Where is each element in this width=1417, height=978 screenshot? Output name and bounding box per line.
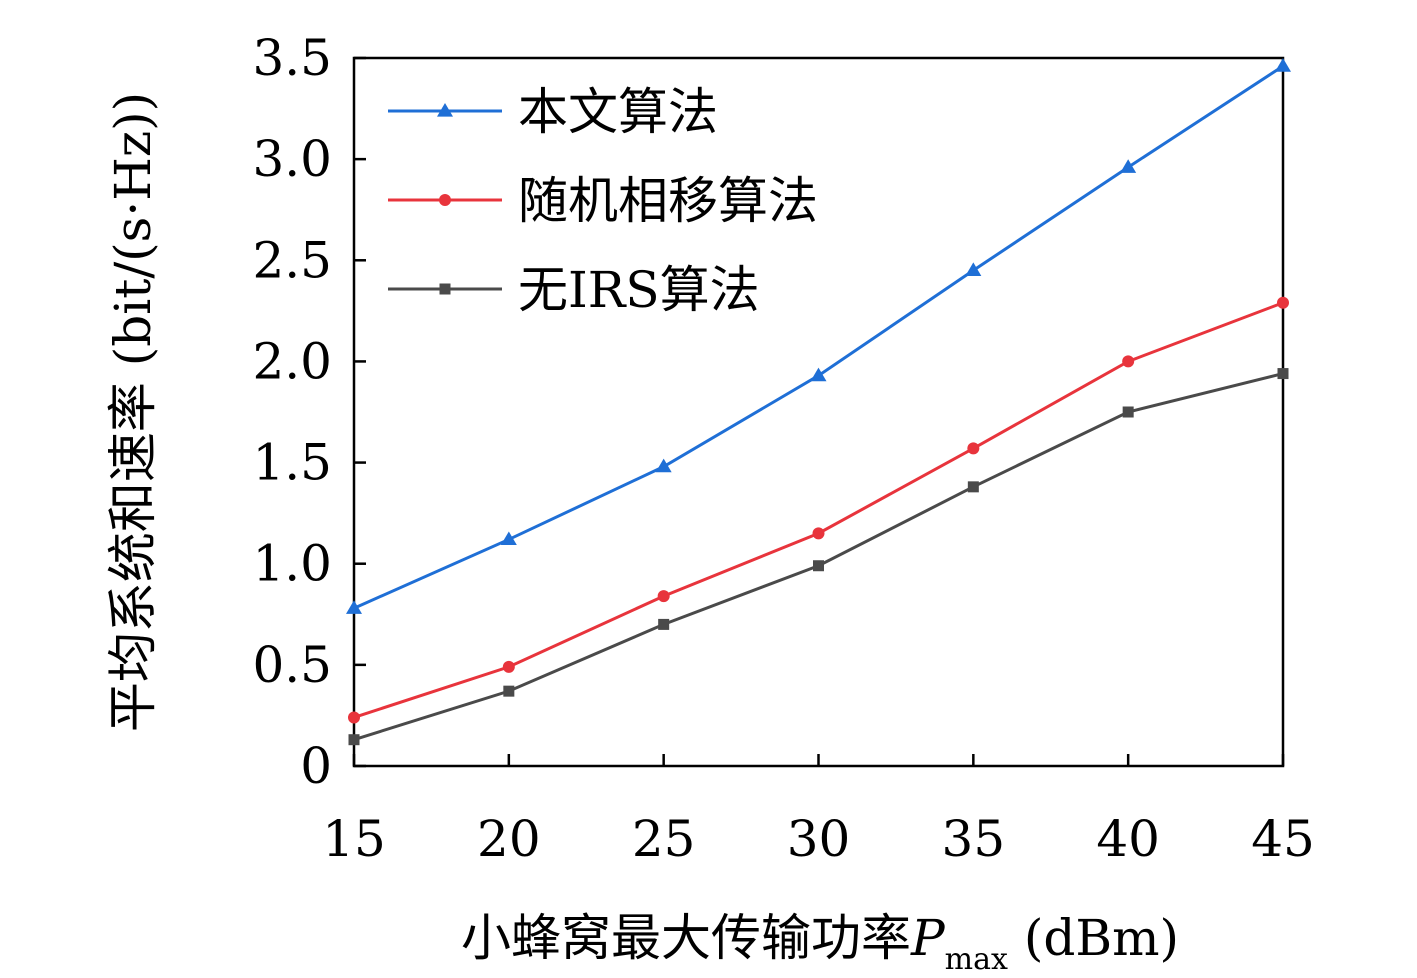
legend-label: 随机相移算法 <box>518 172 818 230</box>
series-line <box>353 372 1284 742</box>
data-point <box>658 618 670 630</box>
data-point <box>348 711 360 724</box>
series-1 <box>348 296 1289 724</box>
legend-item: 本文算法 <box>388 83 718 141</box>
data-point <box>655 458 672 473</box>
legend-marker <box>437 103 453 117</box>
data-point <box>1120 159 1137 173</box>
data-point <box>1277 368 1289 380</box>
y-tick-label: 1.0 <box>252 535 332 593</box>
data-point <box>812 527 825 540</box>
series-layer <box>346 58 1291 746</box>
data-point <box>965 262 982 276</box>
x-tick-label: 35 <box>942 810 1006 868</box>
y-tick-label: 0.5 <box>252 636 332 694</box>
legend-marker <box>439 194 451 206</box>
y-tick-label: 2.5 <box>252 231 332 289</box>
x-axis-title: 小蜂窝最大传输功率Pmax (dBm) <box>461 909 1179 977</box>
series-0 <box>346 58 1291 614</box>
data-point <box>1277 296 1289 309</box>
data-point <box>1275 58 1291 72</box>
x-axis-title-unit: (dBm) <box>1008 909 1179 967</box>
data-point <box>1122 355 1135 368</box>
x-axis: 15 20 25 30 35 40 45 <box>322 754 1315 868</box>
x-tick-label: 25 <box>632 810 696 868</box>
data-point <box>502 660 515 673</box>
series-line <box>353 64 1284 610</box>
legend-item: 随机相移算法 <box>388 172 818 230</box>
x-axis-title-sub: max <box>945 942 1008 977</box>
series-2 <box>348 368 1289 746</box>
x-tick-label: 30 <box>787 810 851 868</box>
legend-item: 无IRS算法 <box>388 261 760 319</box>
data-point <box>503 685 515 697</box>
y-axis: 0 0.5 1.0 1.5 2.0 2.5 3.0 3.5 <box>252 29 366 795</box>
data-point <box>813 560 824 572</box>
x-tick-label: 45 <box>1251 810 1315 868</box>
x-tick-label: 15 <box>322 810 386 868</box>
plot-frame <box>352 56 1285 768</box>
data-point <box>1122 406 1134 418</box>
x-axis-title-var: P <box>910 909 946 967</box>
data-point <box>967 442 980 455</box>
x-tick-label: 20 <box>477 810 541 868</box>
y-axis-title: 平均系统和速率 (bit/(s·Hz)) <box>104 92 162 732</box>
legend-marker <box>439 283 451 295</box>
data-point <box>346 600 362 614</box>
x-tick-label: 40 <box>1096 810 1160 868</box>
y-tick-label: 3.0 <box>252 130 332 188</box>
legend-label: 本文算法 <box>518 83 718 141</box>
x-axis-title-main: 小蜂窝最大传输功率 <box>461 909 911 967</box>
data-point <box>657 590 670 603</box>
y-tick-label: 2.0 <box>252 332 332 390</box>
data-point <box>810 367 827 382</box>
y-tick-label: 3.5 <box>252 29 332 87</box>
series-line <box>353 301 1284 719</box>
y-tick-label: 0 <box>300 737 332 795</box>
data-point <box>500 531 517 546</box>
data-point <box>348 734 360 746</box>
y-tick-label: 1.5 <box>252 434 332 492</box>
data-point <box>967 481 979 493</box>
legend-label: 无IRS算法 <box>518 261 760 319</box>
